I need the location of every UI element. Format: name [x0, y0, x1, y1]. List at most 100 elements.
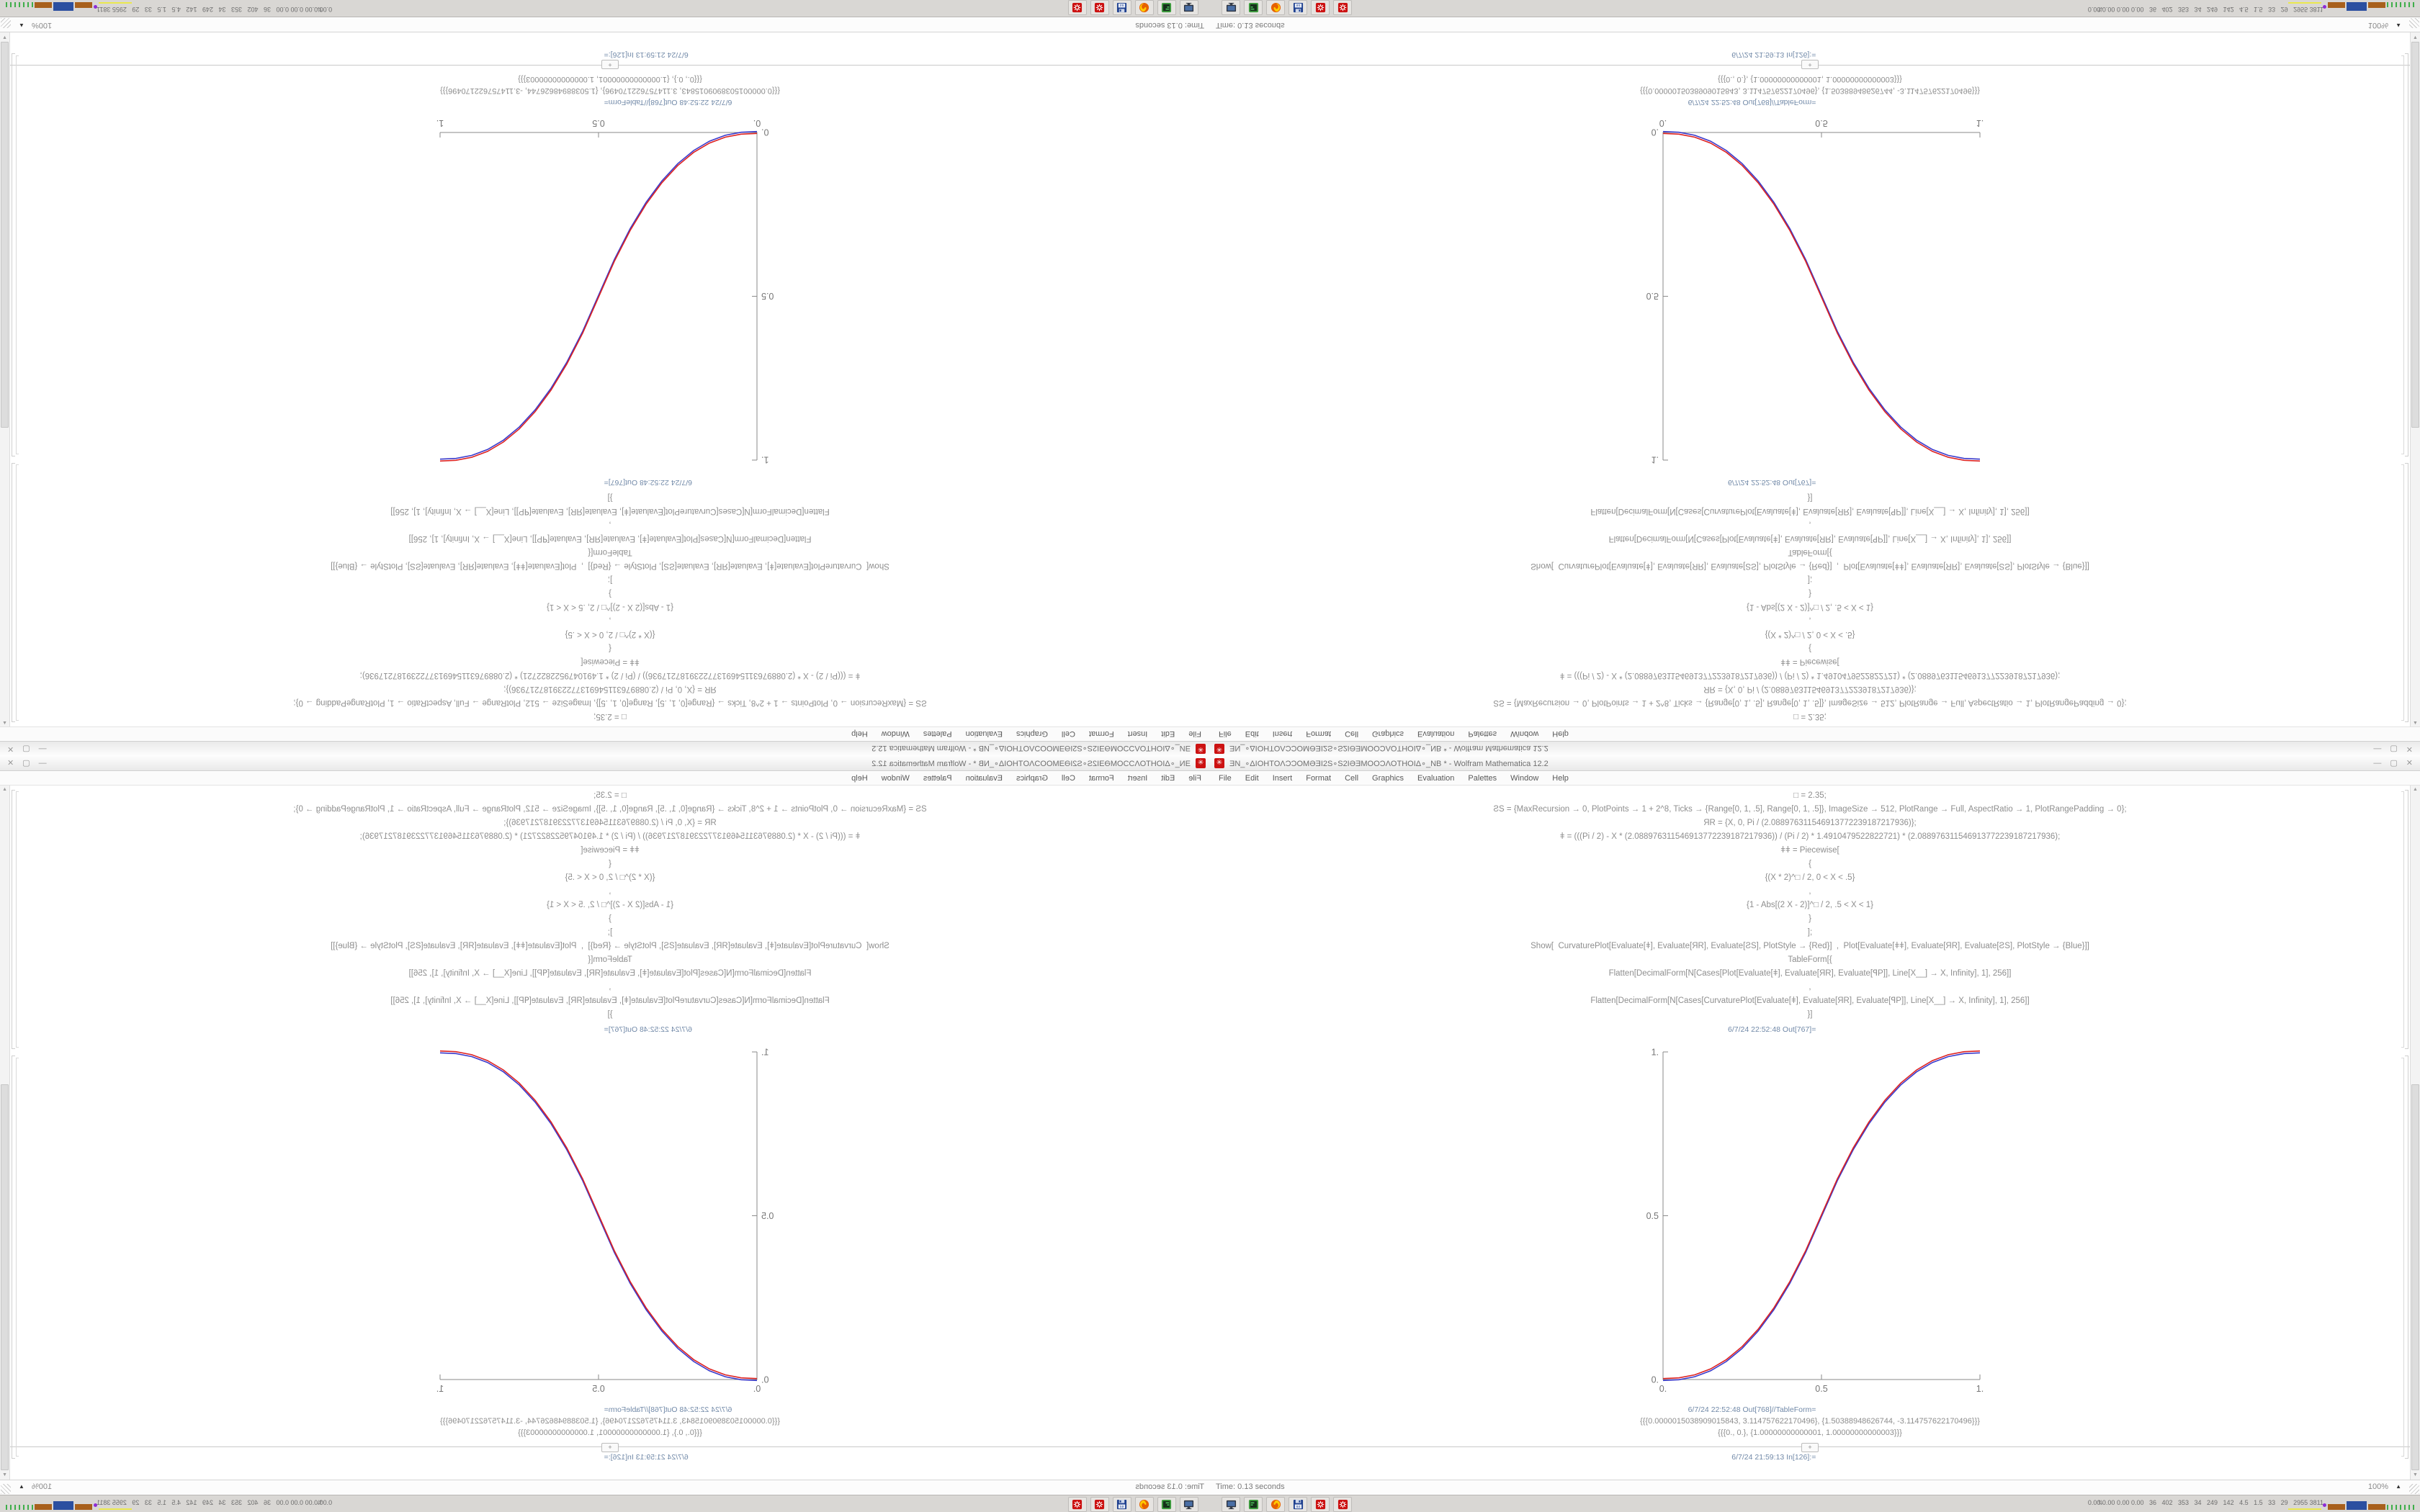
input-code-line[interactable]: ]; [1807, 928, 1813, 937]
zoom-level[interactable]: 100% [32, 1482, 53, 1491]
input-code-line[interactable]: , [609, 616, 611, 625]
menu-format[interactable]: Format [1088, 774, 1114, 783]
cell-bracket-output[interactable] [2401, 1058, 2404, 1457]
resize-grip[interactable] [1, 1484, 11, 1494]
cell-insert-divider[interactable]: + [10, 60, 1210, 69]
input-code-line[interactable]: ƧS = {MaxRecursion → 0, PlotPoints → 1 +… [1493, 805, 2127, 814]
input-code-line[interactable]: ]; [607, 928, 613, 937]
menu-evaluation[interactable]: Evaluation [1417, 774, 1455, 783]
taskbar-launcher-mathematica-icon[interactable] [1333, 1497, 1352, 1512]
input-code-line[interactable]: Show[ CurvaturePlot[Evaluate[ǂ], Evaluat… [331, 942, 889, 950]
input-code-line[interactable]: , [609, 521, 611, 529]
resize-grip[interactable] [2409, 18, 2419, 28]
menu-palettes[interactable]: Palettes [1468, 729, 1497, 738]
scroll-up-icon[interactable]: ▲ [2413, 787, 2418, 792]
input-code-line[interactable]: TableForm[{ [588, 955, 632, 964]
window-titlebar[interactable]: ƎN_∘ΔIOHTOΛƆƆOMƏƎI2S∘S2IƏƎMOOƆΛOTHOIΔ∘_N… [0, 756, 1210, 771]
input-code-line[interactable]: ЯR = {X, 0, Pi / (2.08897631154691377223… [1703, 685, 1917, 693]
cell-bracket-output-group[interactable] [2405, 53, 2408, 456]
input-code-line[interactable]: ǂ = (((Pi / 2) - X * (2.0889763115469137… [1559, 671, 2061, 680]
cell-insert-divider[interactable]: + [1210, 60, 2410, 69]
input-code-line[interactable]: Flatten[DecimalForm[N[Cases[Plot[Evaluat… [1608, 534, 2012, 543]
menu-file[interactable]: File [1188, 774, 1201, 783]
minimize-button[interactable]: — [38, 744, 47, 754]
menu-cell[interactable]: Cell [1061, 729, 1075, 738]
input-code-line[interactable]: , [609, 983, 611, 991]
zoom-dropdown-icon[interactable]: ▲ [2396, 22, 2401, 29]
input-code-line[interactable]: } [1809, 589, 1811, 598]
vertical-scrollbar[interactable]: ▲ ▼ [0, 32, 10, 726]
input-code-line[interactable]: Flatten[DecimalForm[N[Cases[CurvaturePlo… [1590, 507, 2030, 516]
input-code-line[interactable]: TableForm[{ [1788, 955, 1832, 964]
input-code-line[interactable]: {1 - Abs[(2 X - 2)]^□ / 2, .5 < X < 1} [1747, 603, 1873, 611]
menu-graphics[interactable]: Graphics [1372, 774, 1404, 783]
menu-window[interactable]: Window [881, 729, 910, 738]
resize-grip[interactable] [1, 18, 11, 28]
minimize-button[interactable]: — [38, 758, 47, 768]
insert-cell-plus-icon[interactable]: + [1801, 1443, 1819, 1452]
input-code-line[interactable]: □ = 2.35; [593, 712, 627, 721]
input-code-line[interactable]: , [609, 887, 611, 896]
cell-bracket-input-group[interactable] [12, 463, 15, 722]
input-code-line[interactable]: } [609, 589, 611, 598]
cell-bracket-output[interactable] [16, 55, 19, 454]
menu-format[interactable]: Format [1088, 729, 1114, 738]
input-code-line[interactable]: □ = 2.35; [1793, 791, 1827, 800]
menu-help[interactable]: Help [851, 729, 868, 738]
input-code-line[interactable]: { [609, 860, 611, 868]
minimize-button[interactable]: — [2373, 744, 2382, 754]
insert-cell-plus-icon[interactable]: + [601, 60, 619, 69]
zoom-level[interactable]: 100% [2367, 1482, 2388, 1491]
taskbar-launcher-mathematica-icon[interactable] [1068, 1497, 1087, 1512]
input-code-line[interactable]: { [609, 644, 611, 652]
menu-file[interactable]: File [1219, 729, 1232, 738]
menu-help[interactable]: Help [851, 774, 868, 783]
input-code-line[interactable]: {(X * 2)^□ / 2, 0 < X < .5} [1765, 630, 1855, 639]
taskbar-launcher-mathematica-icon[interactable] [1333, 0, 1352, 15]
zoom-dropdown-icon[interactable]: ▲ [19, 22, 24, 29]
taskbar-launcher-green-terminal-app-icon[interactable] [1157, 1497, 1176, 1512]
vertical-scrollbar[interactable]: ▲ ▼ [2410, 32, 2420, 726]
menu-help[interactable]: Help [1552, 774, 1569, 783]
input-code-line[interactable]: TableForm[{ [588, 548, 632, 557]
input-code-line[interactable]: ǂǂ = Piecewise[ [1780, 657, 1839, 666]
input-code-line[interactable]: ƧS = {MaxRecursion → 0, PlotPoints → 1 +… [1493, 698, 2127, 707]
input-code-line[interactable]: { [1809, 644, 1811, 652]
taskbar-launcher-display-app-icon[interactable] [1180, 0, 1198, 15]
cell-bracket-input-group[interactable] [2405, 463, 2408, 722]
cell-insert-divider[interactable]: + [1210, 1443, 2410, 1452]
zoom-level[interactable]: 100% [32, 21, 53, 30]
menu-format[interactable]: Format [1306, 729, 1332, 738]
input-code-line[interactable]: } [1809, 914, 1811, 923]
cell-bracket-input[interactable] [2401, 791, 2404, 1048]
menu-edit[interactable]: Edit [1161, 774, 1175, 783]
taskbar-launcher-mathematica-icon[interactable] [1090, 1497, 1109, 1512]
taskbar-launcher-green-terminal-app-icon[interactable] [1244, 0, 1263, 15]
insert-cell-plus-icon[interactable]: + [1801, 60, 1819, 69]
cell-bracket-output-group[interactable] [2405, 1056, 2408, 1459]
taskbar-launcher-firefox-icon[interactable] [1135, 0, 1154, 15]
zoom-dropdown-icon[interactable]: ▲ [2396, 1483, 2401, 1490]
menu-insert[interactable]: Insert [1272, 774, 1293, 783]
menu-palettes[interactable]: Palettes [923, 729, 952, 738]
input-code-line[interactable]: Flatten[DecimalForm[N[Cases[CurvaturePlo… [390, 507, 830, 516]
maximize-button[interactable]: ▢ [22, 744, 30, 754]
cell-bracket-output[interactable] [16, 1058, 19, 1457]
zoom-level[interactable]: 100% [2367, 21, 2388, 30]
input-code-line[interactable]: ЯR = {X, 0, Pi / (2.08897631154691377223… [503, 685, 717, 693]
menu-help[interactable]: Help [1552, 729, 1569, 738]
input-code-line[interactable]: {1 - Abs[(2 X - 2)]^□ / 2, .5 < X < 1} [547, 901, 673, 909]
menu-file[interactable]: File [1188, 729, 1201, 738]
input-code-line[interactable]: { [1809, 860, 1811, 868]
input-code-line[interactable]: □ = 2.35; [593, 791, 627, 800]
taskbar-launcher-floppy64-app-icon[interactable]: 64 [1289, 0, 1307, 15]
menu-palettes[interactable]: Palettes [923, 774, 952, 783]
input-code-line[interactable]: Flatten[DecimalForm[N[Cases[Plot[Evaluat… [408, 969, 812, 978]
minimize-button[interactable]: — [2373, 758, 2382, 768]
menu-graphics[interactable]: Graphics [1016, 774, 1048, 783]
scroll-up-icon[interactable]: ▲ [2, 720, 7, 725]
insert-cell-plus-icon[interactable]: + [601, 1443, 619, 1452]
window-titlebar[interactable]: ƎN_∘ΔIOHTOΛƆƆOMƏƎI2S∘S2IƏƎMOOƆΛOTHOIΔ∘_N… [1210, 756, 2420, 771]
scroll-up-icon[interactable]: ▲ [2413, 720, 2418, 725]
menu-window[interactable]: Window [1510, 774, 1539, 783]
